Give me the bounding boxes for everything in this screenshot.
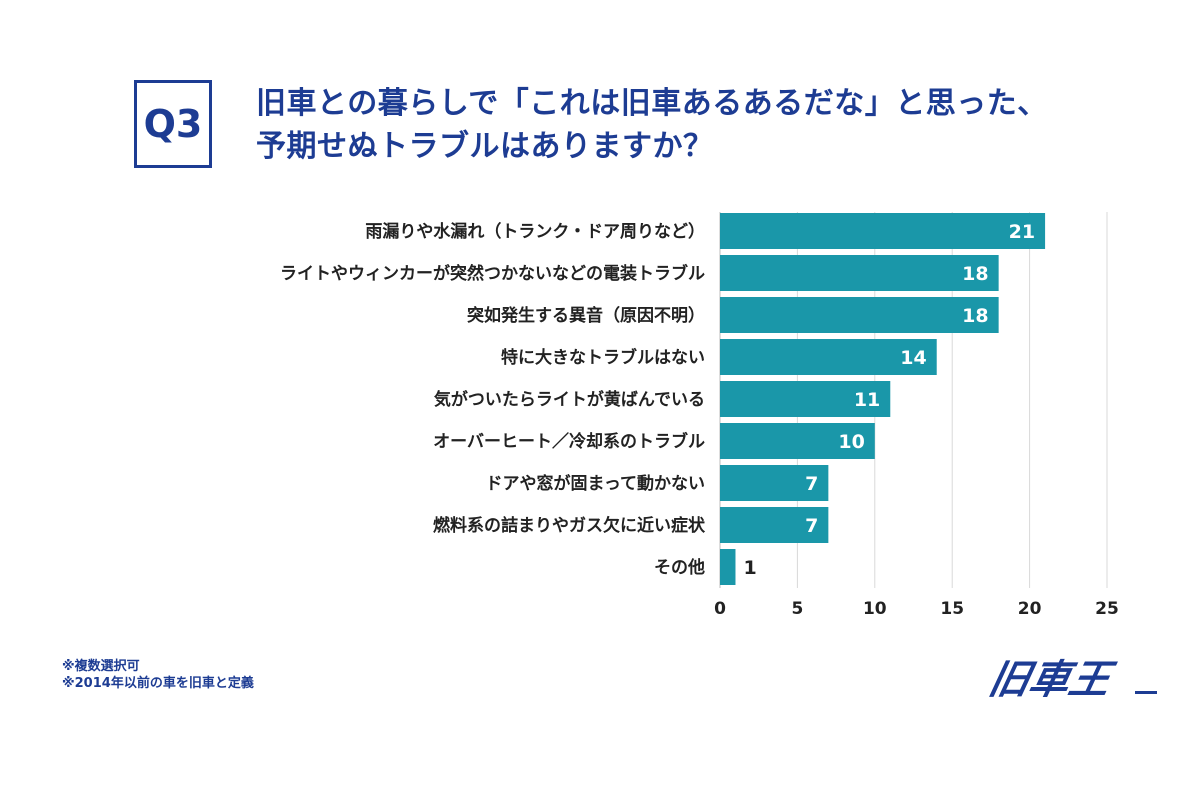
brand-logo: 旧車王 xyxy=(985,655,1165,704)
category-label: 燃料系の詰まりやガス欠に近い症状 xyxy=(433,515,706,536)
bar xyxy=(720,255,999,291)
category-label: 突如発生する異音（原因不明） xyxy=(467,305,705,326)
chart-title: 旧車との暮らしで「これは旧車あるあるだな」と思った、 予期せぬトラブルはあります… xyxy=(256,82,1048,168)
x-tick-label: 10 xyxy=(863,599,887,619)
x-tick-label: 15 xyxy=(940,599,964,619)
title-line-2: 予期せぬトラブルはありますか？ xyxy=(256,129,714,164)
data-label: 10 xyxy=(838,431,864,453)
category-label: ライトやウィンカーが突然つかないなどの電装トラブル xyxy=(280,263,705,284)
category-label: 気がついたらライトが黄ばんでいる xyxy=(433,389,705,410)
data-label: 7 xyxy=(805,473,818,495)
data-label: 11 xyxy=(854,389,880,411)
x-tick-label: 5 xyxy=(791,599,803,619)
bar xyxy=(720,297,999,333)
data-label: 14 xyxy=(900,347,926,369)
footnote-2: ※2014年以前の車を旧車と定義 xyxy=(62,676,254,691)
data-label: 18 xyxy=(962,305,988,327)
bar-chart: 0 5 10 15 20 25 雨漏りや水漏れ（トランク・ドア周りなど） 21 ライトやウィンカ… xyxy=(280,212,1119,619)
bar xyxy=(720,423,875,459)
x-tick-label: 25 xyxy=(1095,599,1119,619)
category-label: 雨漏りや水漏れ（トランク・ドア周りなど） xyxy=(365,221,705,242)
category-label: その他 xyxy=(654,557,705,578)
footnote-1: ※複数選択可 xyxy=(62,659,140,674)
bar xyxy=(720,381,891,417)
data-label: 21 xyxy=(1009,221,1035,243)
category-label: ドアや窓が固まって動かない xyxy=(486,473,705,494)
category-label: 特に大きなトラブルはない xyxy=(501,347,705,368)
x-tick-label: 20 xyxy=(1018,599,1042,619)
logo-text: 旧車王 xyxy=(985,655,1119,700)
data-label: 1 xyxy=(743,557,756,579)
question-badge: Q3 xyxy=(134,80,212,168)
footnotes: ※複数選択可 ※2014年以前の車を旧車と定義 xyxy=(62,658,254,692)
x-tick-label: 0 xyxy=(714,599,726,619)
data-label: 18 xyxy=(962,263,988,285)
category-label: オーバーヒート／冷却系のトラブル xyxy=(433,431,705,452)
bar xyxy=(720,465,829,501)
bar xyxy=(720,507,829,543)
bar xyxy=(720,549,736,585)
bar xyxy=(720,213,1046,249)
title-line-1: 旧車との暮らしで「これは旧車あるあるだな」と思った、 xyxy=(256,86,1048,121)
data-label: 7 xyxy=(805,515,818,537)
bar xyxy=(720,339,937,375)
